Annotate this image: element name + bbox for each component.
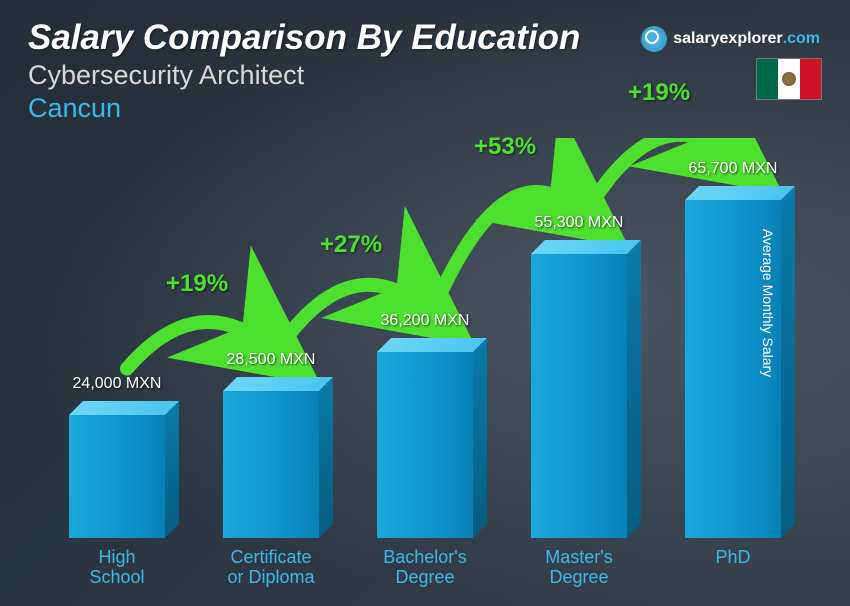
bar-3d: [223, 377, 319, 538]
increase-pct-label: +53%: [474, 133, 536, 161]
bar-top-face: [69, 401, 179, 415]
bar-category-label: PhD: [673, 547, 793, 588]
title-subtitle: Cybersecurity Architect: [28, 60, 580, 91]
bar-top-face: [223, 377, 333, 391]
bar-group: 36,200 MXN: [365, 312, 485, 538]
bar-group: 28,500 MXN: [211, 351, 331, 538]
flag-stripe-green: [757, 59, 778, 99]
bar-3d: [531, 240, 627, 538]
bar-side-face: [473, 338, 487, 538]
yaxis-label: Average Monthly Salary: [760, 229, 776, 377]
bar-side-face: [165, 401, 179, 538]
bar-category-label: Bachelor'sDegree: [365, 547, 485, 588]
brand: salaryexplorer.com: [641, 26, 820, 52]
labels-container: HighSchool Certificateor Diploma Bachelor'…: [40, 547, 810, 588]
bar-top-face: [377, 338, 487, 352]
bar-side-face: [627, 240, 641, 538]
bar-side-face: [781, 186, 795, 538]
bar-category-label: Certificateor Diploma: [211, 547, 331, 588]
chart-area: 24,000 MXN 28,500 MXN 36,200 MXN 55,300 …: [40, 138, 810, 588]
country-flag: [756, 58, 822, 100]
flag-stripe-white: [778, 59, 799, 99]
bar-value-label: 36,200 MXN: [381, 312, 470, 330]
bar-3d: [69, 401, 165, 538]
bars-container: 24,000 MXN 28,500 MXN 36,200 MXN 55,300 …: [40, 158, 810, 538]
increase-pct-label: +27%: [320, 231, 382, 259]
bar-side-face: [319, 377, 333, 538]
brand-tld: .com: [783, 30, 820, 48]
bar-front-face: [531, 254, 627, 538]
increase-pct-label: +19%: [166, 270, 228, 298]
flag-stripe-red: [800, 59, 821, 99]
header: Salary Comparison By Education Cybersecu…: [28, 18, 580, 124]
bar-top-face: [531, 240, 641, 254]
bar-front-face: [69, 415, 165, 538]
bar-value-label: 28,500 MXN: [227, 351, 316, 369]
bar-group: 24,000 MXN: [57, 375, 177, 538]
bar-top-face: [685, 186, 795, 200]
bar-front-face: [377, 352, 473, 538]
increase-pct-label: +19%: [628, 79, 690, 107]
bar-value-label: 24,000 MXN: [73, 375, 162, 393]
bar-3d: [377, 338, 473, 538]
bar-value-label: 55,300 MXN: [535, 214, 624, 232]
brand-name: salaryexplorer: [673, 30, 782, 48]
bar-category-label: HighSchool: [57, 547, 177, 588]
bar-value-label: 65,700 MXN: [689, 160, 778, 178]
bar-front-face: [223, 391, 319, 538]
title-main: Salary Comparison By Education: [28, 18, 580, 58]
brand-logo-icon: [641, 26, 667, 52]
bar-group: 55,300 MXN: [519, 214, 639, 538]
bar-category-label: Master'sDegree: [519, 547, 639, 588]
title-location: Cancun: [28, 93, 580, 124]
